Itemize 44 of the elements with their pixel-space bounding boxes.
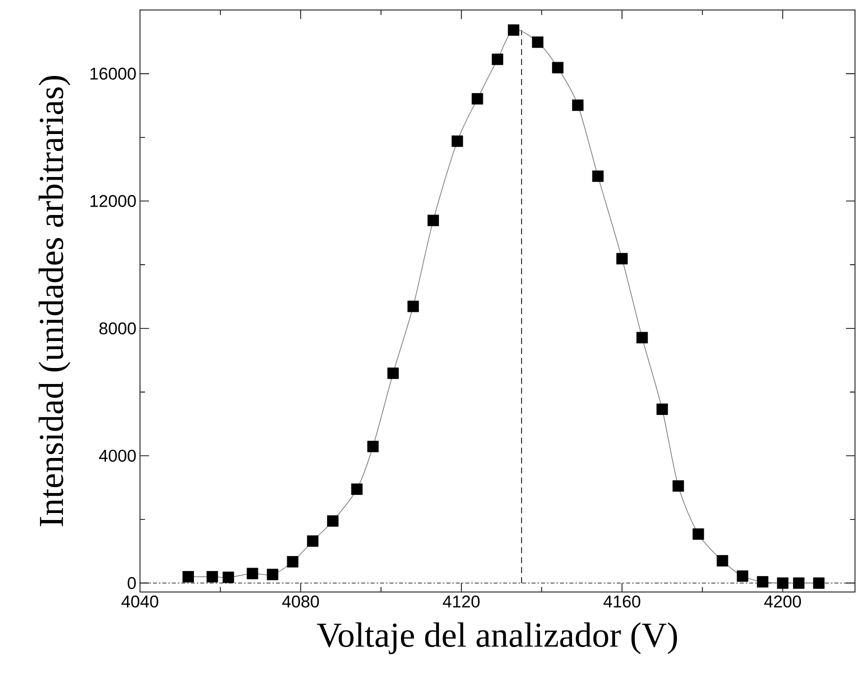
point xyxy=(552,62,564,74)
point xyxy=(286,556,298,568)
point xyxy=(452,135,464,147)
point xyxy=(351,483,363,495)
point xyxy=(246,568,258,580)
y-tick-label: 16000 xyxy=(90,68,136,80)
y-tick-label: 8000 xyxy=(99,322,136,334)
x-axis-title: Voltaje del analizador (V) xyxy=(316,622,677,654)
point xyxy=(672,480,684,492)
point xyxy=(222,572,234,584)
x-tick-label: 4200 xyxy=(764,596,801,608)
point xyxy=(616,252,628,264)
x-tick-label: 4160 xyxy=(604,596,640,608)
point xyxy=(367,440,379,452)
point xyxy=(407,300,419,312)
y-axis-title: Intensidad (unidades arbitrarias) xyxy=(38,76,70,526)
x-tick-label: 4040 xyxy=(121,596,158,608)
point xyxy=(182,571,194,582)
point xyxy=(387,368,399,379)
point xyxy=(636,332,648,344)
point xyxy=(592,170,604,182)
point xyxy=(813,577,825,589)
point xyxy=(472,93,484,105)
point xyxy=(656,404,668,415)
x-tick-label: 4120 xyxy=(442,596,480,608)
point xyxy=(756,576,768,588)
point xyxy=(692,528,704,540)
y-tick-label: 0 xyxy=(128,577,136,590)
point xyxy=(508,24,520,36)
point xyxy=(777,577,788,589)
point xyxy=(266,568,278,580)
x-tick-label: 4080 xyxy=(282,596,319,608)
y-tick-label: 4000 xyxy=(99,450,136,462)
point xyxy=(206,571,218,582)
point xyxy=(572,99,584,111)
point xyxy=(428,214,439,226)
point xyxy=(736,570,748,582)
y-tick-label: 12000 xyxy=(90,195,136,208)
point xyxy=(716,555,728,566)
point xyxy=(492,54,504,66)
point xyxy=(307,535,318,547)
point xyxy=(327,515,339,527)
point xyxy=(532,36,544,48)
point xyxy=(793,577,804,589)
